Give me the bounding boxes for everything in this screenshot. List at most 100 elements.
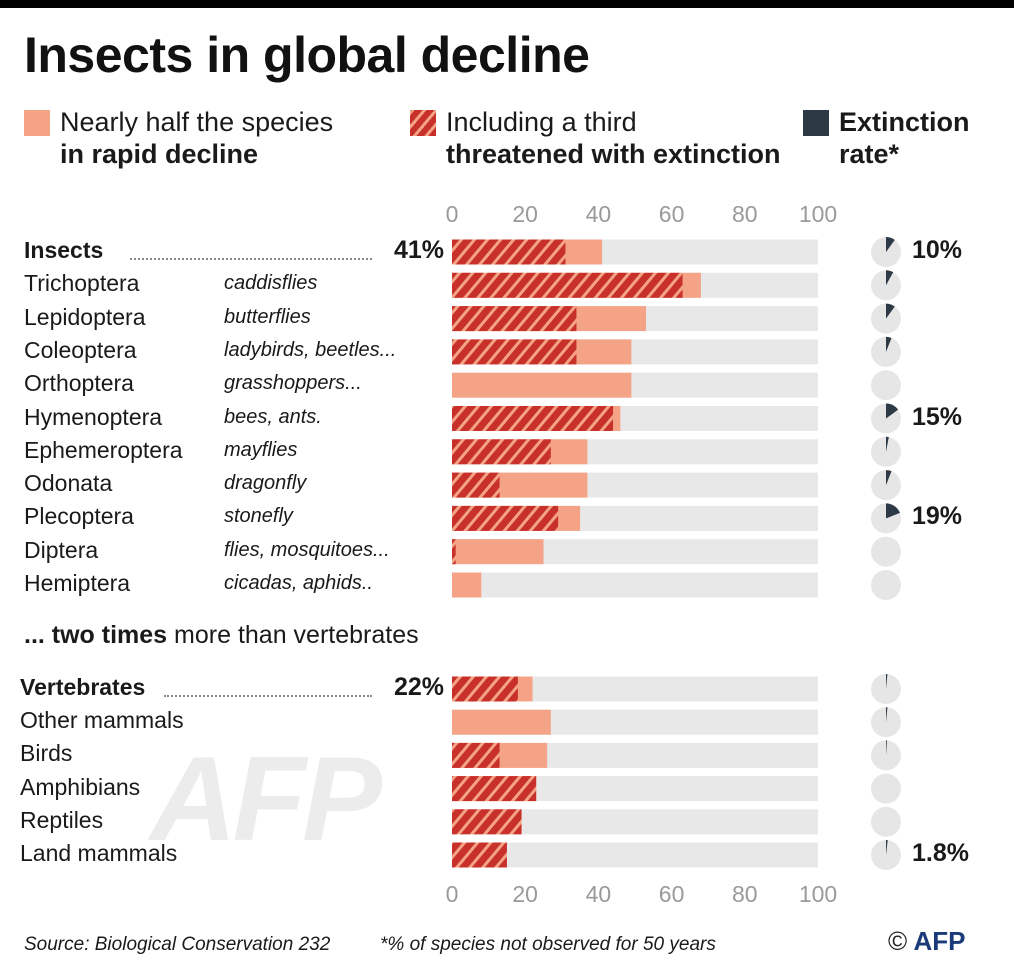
bar-threatened-vertebrates — [452, 676, 518, 702]
afp-credit: © AFP — [888, 926, 965, 957]
bar-threatened-insects — [452, 239, 566, 265]
insects-axis-tick-40: 40 — [586, 201, 612, 227]
extinction-pie-amphibians-bg — [871, 773, 901, 804]
bar-decline-hemiptera — [452, 572, 482, 598]
footnote: *% of species not observed for 50 years — [380, 934, 716, 955]
bar-threatened-trichoptera — [452, 272, 683, 298]
vertebrates-axis-tick-80: 80 — [732, 881, 758, 907]
top-rule — [0, 0, 1014, 8]
row-label-lepidoptera: Lepidoptera — [24, 303, 146, 330]
row-common-trichoptera: caddisflies — [224, 272, 318, 295]
copyright-symbol: © — [888, 926, 908, 956]
row-common-lepidoptera: butterflies — [224, 305, 311, 328]
bar-decline-other-mammals — [452, 709, 551, 735]
row-label-vertebrates: Vertebrates — [20, 674, 146, 700]
bar-threatened-diptera — [452, 539, 456, 565]
row-label-insects: Insects — [24, 237, 104, 263]
leader-dots-vertebrates — [164, 695, 372, 697]
bar-threatened-birds — [452, 742, 500, 768]
extinction-pie-other-mammals-slice — [886, 707, 888, 723]
row-label-trichoptera: Trichoptera — [24, 270, 140, 297]
vertebrates-axis-tick-60: 60 — [659, 881, 685, 907]
vertebrates-subheading: ... two times more than vertebrates — [24, 621, 419, 650]
extinction-pie-odonata-slice — [886, 470, 892, 486]
vertebrates-axis-tick-20: 20 — [512, 881, 538, 907]
legend-threatened-line1: Including a third — [446, 107, 637, 137]
row-common-orthoptera: grasshoppers... — [224, 372, 362, 395]
ext-pct-plecoptera: 19% — [912, 502, 963, 531]
extinction-pie-insects-slice — [886, 237, 895, 252]
bar-decline-diptera — [452, 539, 544, 565]
legend-decline-line2: in rapid decline — [60, 139, 259, 169]
ext-pct-hymenoptera: 15% — [912, 402, 963, 431]
row-common-diptera: flies, mosquitoes... — [224, 538, 390, 561]
afp-logo: AFP — [913, 926, 966, 956]
row-label-diptera: Diptera — [24, 536, 99, 563]
extinction-pie-orthoptera-bg — [871, 370, 901, 401]
extinction-pie-reptiles-bg — [871, 806, 901, 837]
legend-threatened-swatch — [410, 110, 436, 136]
bar-threatened-land-mammals — [452, 842, 507, 868]
subhead-bold: ... two times — [24, 621, 168, 649]
row-label-coleoptera: Coleoptera — [24, 336, 137, 363]
bar-track-hemiptera — [452, 572, 818, 598]
source-note: Source: Biological Conservation 232 — [24, 934, 331, 955]
bar-threatened-reptiles — [452, 809, 522, 835]
bar-threatened-odonata — [452, 472, 500, 498]
bar-threatened-ephemeroptera — [452, 439, 551, 465]
legend-extinction-line2: rate* — [839, 139, 900, 169]
row-common-plecoptera: stonefly — [224, 505, 293, 528]
legend-decline-swatch — [24, 110, 50, 136]
vertebrates-axis-tick-0: 0 — [446, 881, 459, 907]
row-label-birds: Birds — [20, 740, 73, 767]
bar-threatened-coleoptera — [452, 339, 577, 365]
extinction-pie-trichoptera-slice — [886, 270, 894, 286]
extinction-pie-ephemeroptera-slice — [886, 436, 889, 452]
row-label-hemiptera: Hemiptera — [24, 570, 131, 596]
extinction-pie-birds-slice — [886, 740, 887, 756]
ext-pct-land-mammals: 1.8% — [912, 839, 969, 867]
extinction-pie-plecoptera-slice — [886, 503, 900, 519]
insects-axis-tick-100: 100 — [799, 201, 837, 227]
row-common-hemiptera: cicadas, aphids.. — [224, 572, 373, 594]
row-common-coleoptera: ladybirds, beetles... — [224, 338, 397, 361]
extinction-pie-vertebrates-slice — [886, 674, 888, 689]
vertebrates-axis-tick-40: 40 — [586, 881, 612, 907]
page-title: Insects in global decline — [24, 27, 590, 83]
row-common-odonata: dragonfly — [224, 472, 307, 495]
row-label-orthoptera: Orthoptera — [24, 370, 134, 397]
bar-track-land-mammals — [452, 842, 818, 868]
insects-axis-tick-20: 20 — [512, 201, 538, 227]
bar-threatened-hymenoptera — [452, 406, 614, 431]
vertebrates-axis-tick-100: 100 — [799, 881, 837, 907]
row-pct-vertebrates: 22% — [393, 673, 444, 701]
bar-threatened-lepidoptera — [452, 306, 577, 332]
row-label-hymenoptera: Hymenoptera — [24, 403, 163, 430]
bar-threatened-amphibians — [452, 776, 537, 802]
bar-decline-orthoptera — [452, 372, 632, 398]
extinction-pie-lepidoptera-slice — [886, 303, 895, 319]
row-label-other-mammals: Other mammals — [20, 707, 184, 734]
afp-watermark: AFP — [150, 732, 382, 866]
row-label-plecoptera: Plecoptera — [24, 503, 134, 530]
row-label-amphibians: Amphibians — [20, 773, 141, 800]
row-label-land-mammals: Land mammals — [20, 840, 178, 866]
row-label-odonata: Odonata — [24, 470, 113, 497]
row-common-hymenoptera: bees, ants. — [224, 405, 322, 428]
extinction-pie-land-mammals-slice — [886, 840, 888, 855]
row-label-reptiles: Reptiles — [20, 806, 104, 833]
legend-decline-line1: Nearly half the species — [60, 107, 334, 137]
ext-pct-insects: 10% — [912, 236, 963, 264]
leader-dots-insects — [130, 258, 372, 260]
subhead-rest: more than vertebrates — [167, 621, 419, 649]
legend-extinction-swatch — [803, 110, 829, 136]
extinction-pie-hemiptera-bg — [871, 570, 901, 600]
extinction-pie-diptera-bg — [871, 536, 901, 567]
legend-extinction-line1: Extinction — [839, 107, 970, 137]
insects-axis-tick-80: 80 — [732, 201, 758, 227]
extinction-pie-coleoptera-slice — [886, 336, 892, 352]
extinction-pie-hymenoptera-slice — [886, 403, 899, 419]
row-label-ephemeroptera: Ephemeroptera — [24, 436, 183, 463]
row-common-ephemeroptera: mayflies — [224, 438, 298, 461]
insects-axis-tick-0: 0 — [446, 201, 459, 227]
